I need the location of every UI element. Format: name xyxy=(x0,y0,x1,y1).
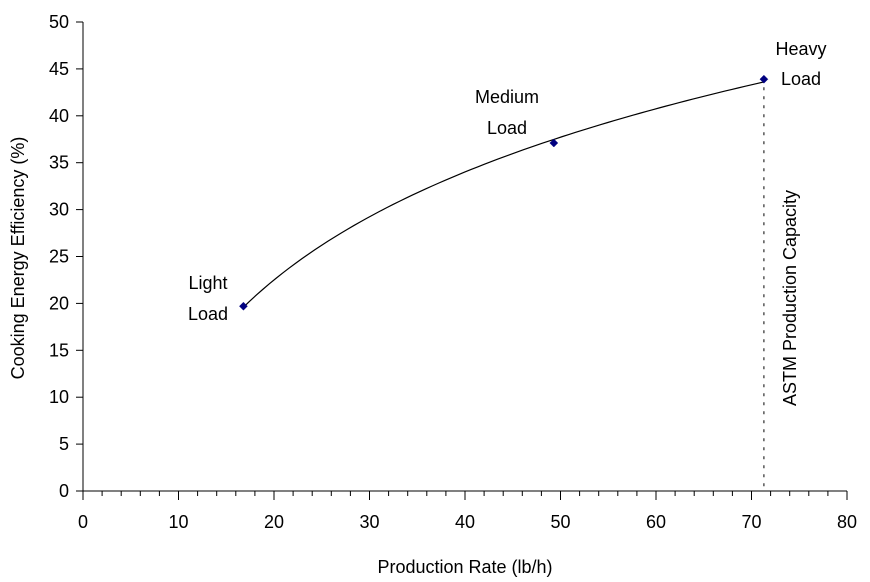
y-tick-label: 50 xyxy=(49,12,69,32)
y-axis-tick-labels: 0 5 10 15 20 25 30 35 40 45 50 xyxy=(49,12,69,501)
y-tick-label: 10 xyxy=(49,387,69,407)
x-tick-label: 20 xyxy=(264,512,284,532)
x-tick-label: 40 xyxy=(455,512,475,532)
x-tick-label: 30 xyxy=(359,512,379,532)
data-point xyxy=(239,301,248,311)
x-tick-label: 50 xyxy=(550,512,570,532)
x-tick-label: 80 xyxy=(837,512,857,532)
x-axis-title: Production Rate (lb/h) xyxy=(377,557,552,577)
point-label: Light xyxy=(188,273,227,293)
point-label: Heavy xyxy=(775,39,826,59)
y-tick-label: 20 xyxy=(49,293,69,313)
y-axis-title: Cooking Energy Efficiency (%) xyxy=(8,137,28,380)
x-tick-label: 10 xyxy=(168,512,188,532)
reference-line-label: ASTM Production Capacity xyxy=(780,190,800,406)
y-tick-label: 40 xyxy=(49,106,69,126)
series xyxy=(239,74,769,311)
data-point xyxy=(549,138,559,148)
y-tick-label: 35 xyxy=(49,153,69,173)
point-label: Load xyxy=(781,69,821,89)
y-tick-label: 25 xyxy=(49,247,69,267)
y-tick-label: 0 xyxy=(59,481,69,501)
point-label: Medium xyxy=(475,87,539,107)
y-tick-label: 5 xyxy=(59,434,69,454)
x-axis-ticks xyxy=(82,491,848,500)
annotations: Light Load Medium Load Heavy Load ASTM Product… xyxy=(188,39,827,491)
trendline xyxy=(243,81,765,308)
y-tick-label: 45 xyxy=(49,59,69,79)
x-tick-label: 60 xyxy=(646,512,666,532)
axes xyxy=(82,22,847,492)
x-tick-label: 70 xyxy=(741,512,761,532)
point-label: Load xyxy=(487,118,527,138)
point-label: Load xyxy=(188,304,228,324)
y-tick-label: 15 xyxy=(49,340,69,360)
x-axis-tick-labels: 0 10 20 30 40 50 60 70 80 xyxy=(78,512,857,532)
y-axis-ticks xyxy=(76,21,83,492)
y-tick-label: 30 xyxy=(49,200,69,220)
data-point xyxy=(759,74,769,84)
x-tick-label: 0 xyxy=(78,512,88,532)
